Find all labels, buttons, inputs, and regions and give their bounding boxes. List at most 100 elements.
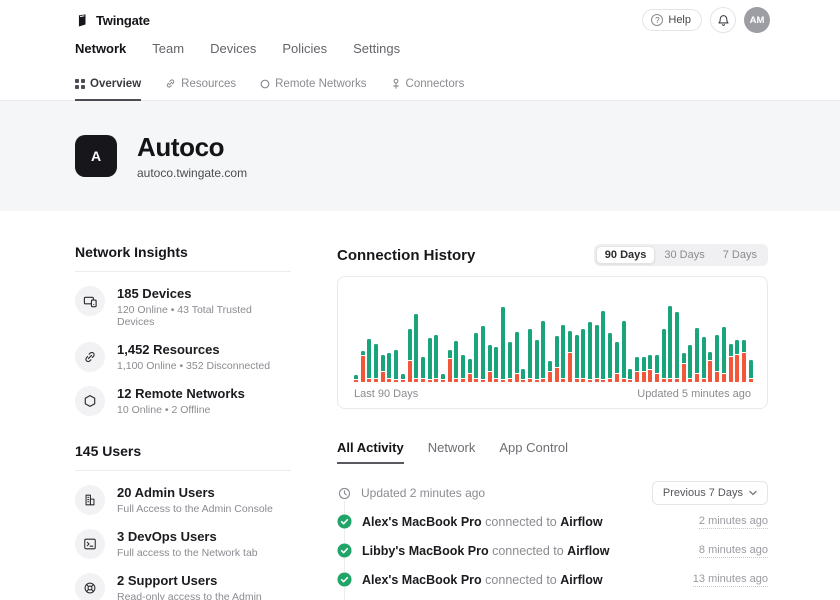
insight-title: 1,452 Resources [117,342,270,357]
chart-bar [481,326,485,382]
chart-bar [434,335,438,382]
sub-nav: Overview Resources Remote Networks Conne… [0,67,840,101]
chart-bar [575,335,579,382]
activity-device: Alex's MacBook Pro [362,573,482,587]
activity-row[interactable]: Libby's MacBook Pro connected to Airflow… [337,536,768,565]
nav-item-devices[interactable]: Devices [210,41,256,56]
insight-resources[interactable]: 1,452 Resources 1,100 Online • 352 Disco… [75,342,291,372]
insight-subtitle: 10 Online • 2 Offline [117,404,245,416]
chart-bar [608,333,612,382]
user-group-subtitle: Read-only access to the Admin Console [117,591,291,600]
insight-remote-networks[interactable]: 12 Remote Networks 10 Online • 2 Offline [75,386,291,416]
chart-bar [474,333,478,382]
activity-time: 8 minutes ago [699,544,768,558]
nav-item-policies[interactable]: Policies [282,41,327,56]
nav-item-network[interactable]: Network [75,41,126,56]
chart-bar [708,352,712,382]
subnav-item-remote-networks[interactable]: Remote Networks [260,67,366,100]
chart-bar [682,353,686,382]
resources-icon [75,342,105,372]
chart-bar [581,329,585,382]
chart-bar [628,369,632,382]
chart-bar [595,325,599,382]
help-button[interactable]: ? Help [642,9,702,31]
chart-bar [668,306,672,382]
check-circle-icon [337,514,352,529]
users-support[interactable]: 2 Support Users Read-only access to the … [75,573,291,600]
filter-label: Previous 7 Days [663,487,743,499]
chart-bar [615,342,619,382]
chart-bars [354,300,753,382]
chart-bar [408,329,412,382]
activity-tabs: All Activity Network App Control [337,440,768,465]
user-group-title: 2 Support Users [117,573,291,588]
activity-list: Alex's MacBook Pro connected to Airflow … [337,507,768,600]
users-devops[interactable]: 3 DevOps Users Full access to the Networ… [75,529,291,559]
range-90-days[interactable]: 90 Days [596,246,656,264]
chart-bar [695,328,699,382]
chart-bar [688,345,692,382]
chart-bar [588,322,592,382]
chart-bar [742,340,746,382]
activity-target: Airflow [567,544,609,558]
users-admin[interactable]: 20 Admin Users Full Access to the Admin … [75,485,291,515]
activity-row[interactable]: Alex's iPhone failed to connect to Airfl… [337,594,768,600]
activity-updated-label: Updated 2 minutes ago [361,486,485,500]
chart-bar [374,344,378,382]
help-label: Help [668,14,691,26]
avatar[interactable]: AM [744,7,770,33]
insights-title: Network Insights [75,244,291,272]
chart-bar [454,341,458,382]
previous-7-days-button[interactable]: Previous 7 Days [652,481,768,505]
chart-bar [421,357,425,382]
chart-bar [601,311,605,382]
activity-action: connected to [485,515,557,529]
circle-icon [260,79,270,89]
range-7-days[interactable]: 7 Days [714,246,766,264]
subnav-item-connectors[interactable]: Connectors [391,67,465,100]
chart-bar [461,355,465,382]
tab-all-activity[interactable]: All Activity [337,440,404,464]
activity-target: Airflow [560,515,602,529]
link-icon [165,78,176,89]
insight-subtitle: 120 Online • 43 Total Trusted Devices [117,304,291,328]
notifications-button[interactable] [710,7,736,33]
building-icon [75,485,105,515]
connector-icon [391,78,401,89]
tab-network[interactable]: Network [428,440,476,464]
subnav-label: Remote Networks [275,78,366,90]
subnav-item-resources[interactable]: Resources [165,67,236,100]
insight-title: 185 Devices [117,286,291,301]
chart-bar [715,335,719,382]
terminal-icon [75,529,105,559]
user-group-title: 3 DevOps Users [117,529,258,544]
main-nav: Network Team Devices Policies Settings [0,34,840,67]
nav-item-settings[interactable]: Settings [353,41,400,56]
chart-bar [494,347,498,382]
subnav-label: Overview [90,78,141,90]
subnav-item-overview[interactable]: Overview [75,67,141,100]
company-logo: A [75,135,117,177]
nav-item-team[interactable]: Team [152,41,184,56]
chart-bar [662,329,666,382]
chart-bar [381,355,385,382]
company-header: A Autoco autoco.twingate.com [0,101,840,211]
chart-bar [568,331,572,382]
tab-app-control[interactable]: App Control [499,440,568,464]
support-icon [75,573,105,600]
chart-bar [622,321,626,382]
chart-bar [367,339,371,382]
chart-bar [729,344,733,382]
chart-bar [441,374,445,382]
chart-bar [561,325,565,382]
activity-row[interactable]: Alex's MacBook Pro connected to Airflow … [337,565,768,594]
activity-time: 2 minutes ago [699,515,768,529]
subnav-label: Connectors [406,78,465,90]
chart-bar [488,345,492,382]
activity-row[interactable]: Alex's MacBook Pro connected to Airflow … [337,507,768,536]
chart-range-label: Last 90 Days [354,388,418,400]
chart-bar [528,329,532,382]
chart-bar [354,375,358,382]
insight-devices[interactable]: 185 Devices 120 Online • 43 Total Truste… [75,286,291,328]
range-30-days[interactable]: 30 Days [655,246,713,264]
